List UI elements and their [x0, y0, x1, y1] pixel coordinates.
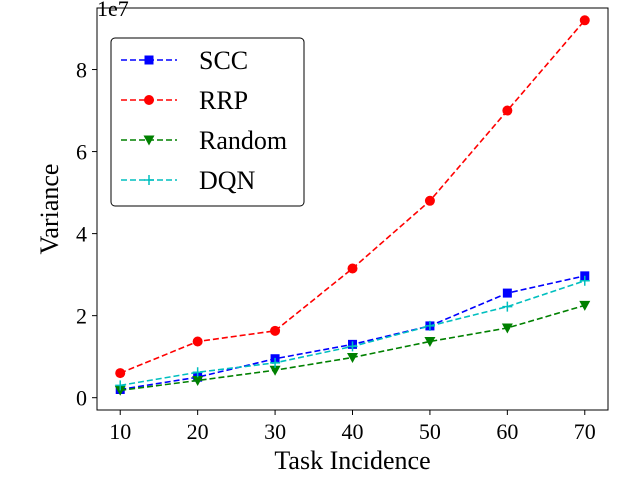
- legend-label: Random: [199, 126, 287, 155]
- series-line: [120, 280, 586, 387]
- y-axis-multiplier-label: 1e7: [97, 0, 129, 21]
- data-point: [192, 367, 203, 378]
- data-point: [270, 357, 281, 368]
- data-point: [347, 352, 358, 363]
- y-tick-label: 4: [76, 222, 87, 247]
- legend-label: SCC: [199, 46, 248, 75]
- data-point: [579, 275, 590, 286]
- legend-marker: [144, 175, 154, 185]
- x-tick-label: 50: [419, 419, 441, 444]
- data-point: [269, 365, 281, 376]
- legend-box: [110, 37, 305, 207]
- data-point: [347, 263, 358, 274]
- series-random: [114, 300, 591, 396]
- legend-marker: [143, 135, 155, 146]
- x-tick-label: 20: [187, 419, 209, 444]
- x-tick-label: 30: [264, 419, 286, 444]
- data-point: [424, 320, 435, 331]
- legend-item: SCC: [121, 46, 248, 75]
- legend-label: RRP: [199, 86, 248, 115]
- x-axis: 10 20 30 40 50 60 70: [109, 410, 596, 444]
- series-dqn: [115, 275, 590, 391]
- data-point: [502, 288, 512, 298]
- y-tick-label: 6: [76, 140, 87, 165]
- data-point: [192, 336, 203, 347]
- data-point: [270, 325, 281, 336]
- legend-marker: [144, 55, 154, 65]
- y-tick-label: 0: [76, 386, 87, 411]
- series-line: [120, 275, 585, 391]
- y-axis: 0 2 4 6 8: [76, 58, 97, 411]
- data-point: [347, 341, 358, 352]
- data-point: [114, 385, 126, 396]
- data-point: [115, 368, 126, 379]
- data-point: [502, 105, 513, 116]
- legend-marker: [144, 95, 154, 105]
- data-point: [579, 15, 590, 26]
- legend-item: Random: [121, 126, 287, 155]
- data-point: [502, 301, 513, 312]
- data-point: [115, 380, 126, 391]
- legend-item: RRP: [121, 86, 248, 115]
- data-point: [424, 336, 436, 347]
- x-tick-label: 40: [342, 419, 364, 444]
- x-tick-label: 60: [496, 419, 518, 444]
- legend-label: DQN: [199, 166, 256, 195]
- y-tick-label: 8: [76, 58, 87, 83]
- series-rrp: [115, 15, 590, 379]
- x-tick-label: 70: [574, 419, 596, 444]
- series-layer: [114, 15, 591, 396]
- data-point: [424, 195, 435, 206]
- data-point: [579, 300, 591, 311]
- legend: SCC RRP Random DQN: [110, 37, 305, 207]
- data-point: [501, 323, 513, 334]
- legend-item: DQN: [121, 166, 256, 195]
- x-tick-label: 10: [109, 419, 131, 444]
- data-point: [192, 375, 204, 386]
- series-scc: [115, 271, 590, 394]
- x-axis-title: Task Incidence: [274, 446, 430, 475]
- y-axis-title: Variance: [35, 164, 64, 255]
- y-tick-label: 2: [76, 304, 87, 329]
